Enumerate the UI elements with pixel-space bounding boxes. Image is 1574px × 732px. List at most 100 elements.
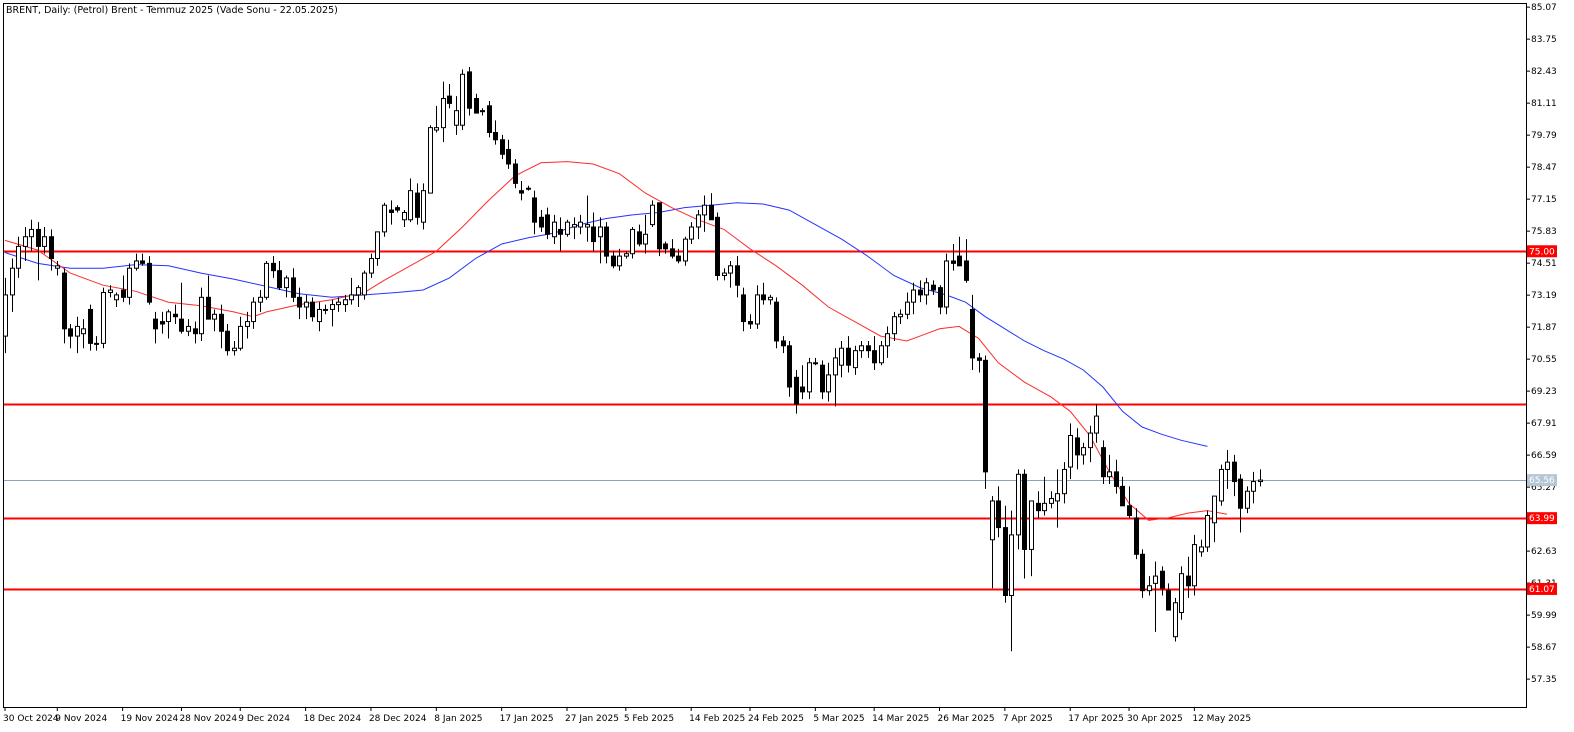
candle: [336, 297, 341, 312]
candle: [55, 260, 60, 276]
candle: [643, 214, 648, 254]
candle-body: [872, 350, 877, 364]
candle: [1120, 476, 1125, 507]
candle: [23, 227, 28, 261]
candle: [866, 340, 871, 358]
x-tick-label: 27 Jan 2025: [565, 714, 619, 724]
candle-body: [728, 265, 733, 274]
candle: [1094, 403, 1099, 443]
candle-body: [1140, 553, 1145, 592]
x-tick-label: 12 May 2025: [1192, 714, 1251, 724]
candle-body: [10, 267, 15, 296]
candle-body: [1055, 493, 1060, 502]
candle-body: [1003, 527, 1008, 596]
candle-body: [735, 265, 740, 286]
candle-body: [624, 253, 629, 257]
candle-body: [1147, 585, 1152, 592]
candle: [467, 67, 472, 116]
candle-body: [356, 287, 361, 296]
y-tick-label: 69.23: [1531, 387, 1557, 397]
candle: [199, 287, 204, 341]
candle-body: [1166, 590, 1171, 611]
candle: [572, 217, 577, 240]
candle: [1140, 549, 1145, 598]
candle: [539, 210, 544, 232]
candle: [140, 253, 145, 266]
candle: [826, 362, 831, 402]
candle-body: [193, 328, 198, 335]
candle: [94, 336, 99, 351]
candle-body: [94, 342, 99, 345]
candle: [1088, 425, 1093, 463]
candle: [1225, 450, 1230, 489]
candle: [1062, 462, 1067, 504]
candle: [460, 69, 465, 131]
y-tick-label: 74.51: [1531, 259, 1557, 269]
candle: [637, 224, 642, 247]
candle-body: [1205, 514, 1210, 548]
candle: [715, 212, 720, 281]
candle: [676, 248, 681, 264]
candle: [820, 360, 825, 400]
candle: [591, 212, 596, 252]
plot-area[interactable]: [3, 3, 1527, 708]
candle: [617, 248, 622, 271]
candle: [284, 275, 289, 298]
y-tick-label: 79.79: [1531, 131, 1557, 141]
candle-body: [689, 226, 694, 240]
candle-body: [1107, 471, 1112, 478]
current-price-tag: 65.56: [1527, 474, 1557, 487]
x-tick-label: 5 Feb 2025: [624, 714, 674, 724]
candle: [10, 258, 15, 312]
candle: [565, 219, 570, 237]
candle-body: [1075, 437, 1080, 456]
candle: [813, 357, 818, 366]
candle: [1166, 583, 1171, 611]
candle: [1049, 491, 1054, 509]
candle: [885, 326, 890, 358]
candle: [794, 370, 799, 414]
candle: [957, 236, 962, 267]
candle: [1127, 486, 1132, 518]
candle-body: [291, 277, 296, 298]
y-tick-label: 71.87: [1531, 323, 1557, 333]
candle-body: [1192, 544, 1197, 587]
candle-body: [88, 308, 93, 344]
candle: [68, 323, 73, 349]
candle: [839, 340, 844, 378]
candle-body: [1029, 500, 1034, 550]
candle-body: [532, 197, 537, 223]
candle: [493, 120, 498, 145]
level-tag-label: 63.99: [1529, 514, 1555, 524]
x-tick-label: 17 Apr 2025: [1068, 714, 1124, 724]
candle-body: [657, 202, 662, 250]
candle: [650, 200, 655, 228]
price-axis[interactable]: 85.07 83.75 82.43 81.11 79.79 78.47 77.15 75.83…: [1526, 3, 1557, 685]
candle: [356, 285, 361, 308]
candle: [624, 251, 629, 259]
candle: [1068, 423, 1073, 480]
candle: [872, 336, 877, 371]
candle: [1199, 539, 1204, 557]
candle-body: [1245, 490, 1250, 509]
candle-body: [879, 345, 884, 364]
candle: [258, 290, 263, 312]
candle-body: [1120, 485, 1125, 507]
candle: [1232, 454, 1237, 497]
candle-body: [277, 270, 282, 289]
candle: [859, 340, 864, 358]
candle: [291, 268, 296, 303]
current-price-tag-label: 65.56: [1529, 476, 1555, 486]
y-tick-label: 77.15: [1531, 195, 1557, 205]
candle-body: [1068, 434, 1073, 468]
candle-body: [101, 291, 106, 344]
candle-body: [447, 95, 452, 104]
candle: [964, 239, 969, 283]
candle: [343, 294, 348, 312]
candle: [173, 304, 178, 324]
candle-body: [1219, 468, 1224, 502]
y-tick-label: 70.55: [1531, 355, 1557, 365]
candle: [696, 210, 701, 240]
